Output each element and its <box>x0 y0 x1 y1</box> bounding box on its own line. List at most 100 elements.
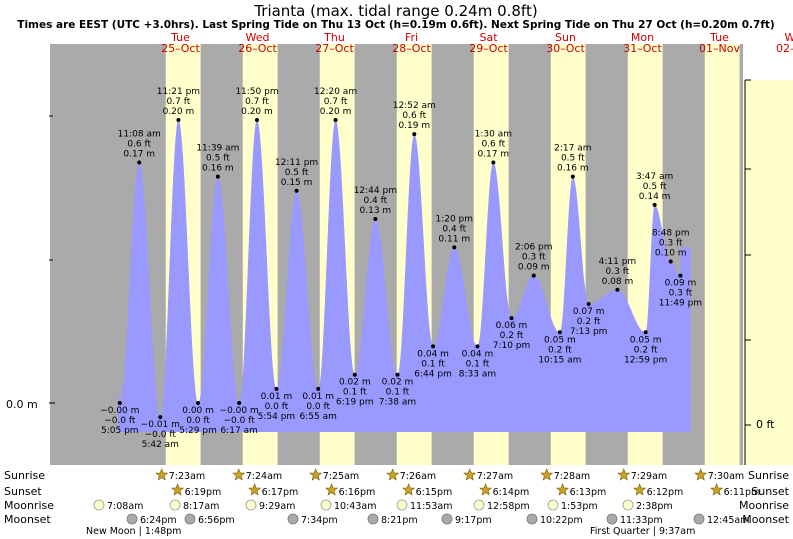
moonset-icon <box>367 513 379 525</box>
day-date: 31–Oct <box>623 42 662 55</box>
low-tide-label: 5:05 pm <box>101 426 139 436</box>
moonset-row-label: Moonset <box>4 513 51 526</box>
low-tide-label: −0.00 m <box>220 406 259 416</box>
extreme-marker <box>570 174 575 179</box>
low-tide-label: 8:33 am <box>459 369 496 379</box>
sunset-row-label: Sunset <box>4 485 42 498</box>
extreme-marker <box>531 273 536 278</box>
high-tide-label: 0.16 m <box>202 164 234 174</box>
high-tide-label: 0.4 ft <box>442 224 466 234</box>
sunset-time: 6:13pm <box>570 487 607 498</box>
moonrise-icon <box>320 499 332 511</box>
sun-icon <box>232 468 246 481</box>
extreme-marker <box>431 344 436 349</box>
day-band <box>704 44 740 465</box>
moonrise-row-label: Moonrise <box>739 499 789 512</box>
sunrise-time: 7:27am <box>477 471 513 482</box>
extreme-marker <box>196 401 201 405</box>
high-tide-label: 0.20 m <box>163 107 195 117</box>
high-tide-label: 0.14 m <box>639 192 671 202</box>
day-date: 28–Oct <box>392 42 431 55</box>
moonrise-time: 7:08am <box>107 501 143 512</box>
moon-phase-first-quarter: First Quarter | 9:37am <box>590 526 695 537</box>
low-tide-label: 12:59 pm <box>624 355 667 365</box>
sunrise-row-label: Sunrise <box>4 469 45 482</box>
high-tide-label: 11:39 am <box>196 144 239 154</box>
high-tide-label: 11:08 am <box>118 129 161 139</box>
extreme-marker <box>316 386 321 391</box>
moonset-icon <box>693 513 705 525</box>
moonrise-icon <box>547 499 559 511</box>
extreme-marker <box>254 118 259 122</box>
extreme-marker <box>333 118 338 122</box>
extreme-marker <box>395 372 400 377</box>
extreme-marker <box>274 386 279 391</box>
moonset-time: 9:17pm <box>455 515 492 526</box>
sun-icon <box>556 483 570 496</box>
high-tide-label: 12:20 am <box>314 87 357 97</box>
high-tide-label: 0.5 ft <box>561 154 585 164</box>
high-tide-label: 11:21 pm <box>157 87 200 97</box>
high-tide-label: 0.7 ft <box>245 97 269 107</box>
moonset-time: 12:45am <box>707 515 749 526</box>
high-tide-label: 0.17 m <box>123 149 155 159</box>
high-tide-label: 0.11 m <box>438 234 470 244</box>
day-labels: Tue25–OctWed26–OctThu27–OctFri28–OctSat2… <box>161 31 793 55</box>
high-tide-label: 0.6 ft <box>402 111 426 121</box>
high-tide-label: 0.7 ft <box>324 97 348 107</box>
sunrise-time: 7:30am <box>708 471 744 482</box>
sunset-row-label: Sunset <box>751 485 789 498</box>
sun-icon <box>402 483 416 496</box>
low-tide-label: 0.2 ft <box>577 317 601 327</box>
moonset-time: 8:21pm <box>381 515 418 526</box>
moonrise-icon <box>622 499 634 511</box>
low-tide-label: 0.2 ft <box>548 345 572 355</box>
low-tide-label: 0.2 ft <box>634 345 658 355</box>
low-tide-label: 6:17 am <box>220 426 257 436</box>
sunset-time: 6:12pm <box>647 487 684 498</box>
low-tide-label: 7:10 pm <box>493 341 531 351</box>
moonrise-icon <box>245 499 257 511</box>
y-axis-left-label: 0.0 m <box>6 398 38 411</box>
low-tide-label: 0.0 ft <box>186 416 210 426</box>
moonset-row-label: Moonset <box>742 513 789 526</box>
high-tide-label: 0.3 ft <box>659 239 683 249</box>
high-tide-label: 12:11 pm <box>275 158 318 168</box>
moonrise-icon <box>93 499 105 511</box>
low-tide-label: 0.04 m <box>417 349 449 359</box>
extreme-marker <box>137 160 142 165</box>
extreme-markers <box>117 118 683 420</box>
sunrise-time: 7:29am <box>631 471 667 482</box>
sun-icon <box>617 468 631 481</box>
day-name: Wed <box>785 31 793 44</box>
moonset-icon <box>441 513 453 525</box>
low-tide-label: 0.06 m <box>496 321 528 331</box>
extreme-marker <box>652 202 657 207</box>
day-date: 26–Oct <box>238 42 277 55</box>
moonrise-icon <box>473 499 485 511</box>
low-tide-label: −0.00 m <box>100 406 139 416</box>
sunrise-time: 7:25am <box>323 471 359 482</box>
moonrise-time: 10:43am <box>334 501 376 512</box>
low-tide-label: 7:13 pm <box>570 327 608 337</box>
low-tide-label: 0.01 m <box>302 392 334 402</box>
extreme-marker <box>373 217 378 222</box>
moonset-time: 10:22pm <box>540 515 583 526</box>
high-tide-label: 1:20 pm <box>435 214 473 224</box>
day-name: Sun <box>555 31 576 44</box>
low-tide-label: 0.0 ft <box>265 402 289 412</box>
sun-icon <box>309 468 323 481</box>
high-tide-label: 0.5 ft <box>285 168 309 178</box>
day-name: Fri <box>405 31 418 44</box>
sunrise-time: 7:28am <box>554 471 590 482</box>
high-tide-label: 12:52 am <box>393 101 436 111</box>
high-tide-label: 11:50 pm <box>235 87 278 97</box>
low-tide-label: −0.0 ft <box>145 430 177 440</box>
sun-icon <box>386 468 400 481</box>
moonrise-icon <box>169 499 181 511</box>
low-tide-label: 0.05 m <box>630 335 662 345</box>
extreme-marker <box>352 372 357 377</box>
moonset-icon <box>287 513 299 525</box>
high-tide-label: 0.5 ft <box>206 154 230 164</box>
